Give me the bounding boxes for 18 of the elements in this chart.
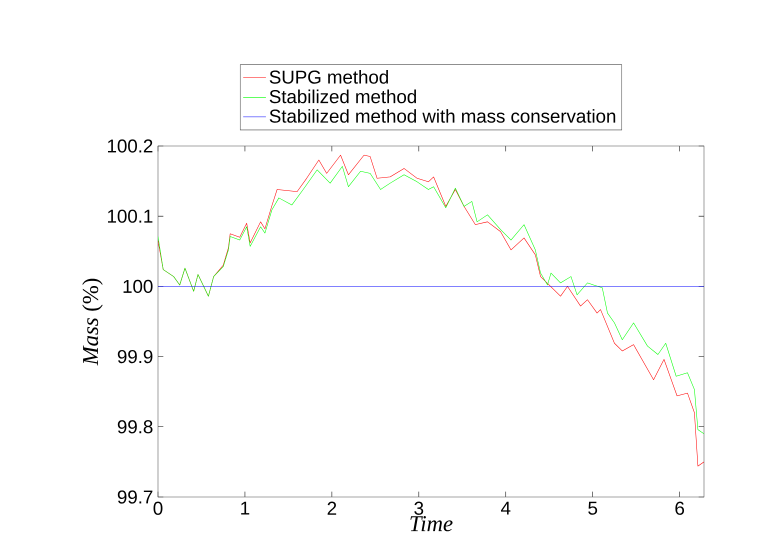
legend-label: Stabilized method [270,90,416,104]
y-tick-label: 100.2 [108,139,152,153]
x-tick-label: 6 [675,502,684,515]
x-tick-label: 1 [241,502,250,515]
x-tick-label: 4 [500,502,510,515]
x-tick-label: 2 [328,502,336,515]
y-tick-label: 99.7 [118,490,152,504]
legend-label: SUPG method [270,70,388,84]
y-axis-title: Mass (%) [82,278,103,366]
legend-label: Stabilized method with mass conservation [270,109,616,123]
x-tick-label: 3 [414,502,424,515]
x-tick-label: 5 [588,502,598,515]
x-axis-title: Time [410,516,453,532]
y-tick-label: 100.1 [108,210,152,223]
y-tick-label: 99.8 [118,420,152,434]
y-tick-label: 100 [124,280,153,294]
x-tick-label: 0 [154,502,162,515]
y-tick-label: 99.9 [118,350,152,364]
